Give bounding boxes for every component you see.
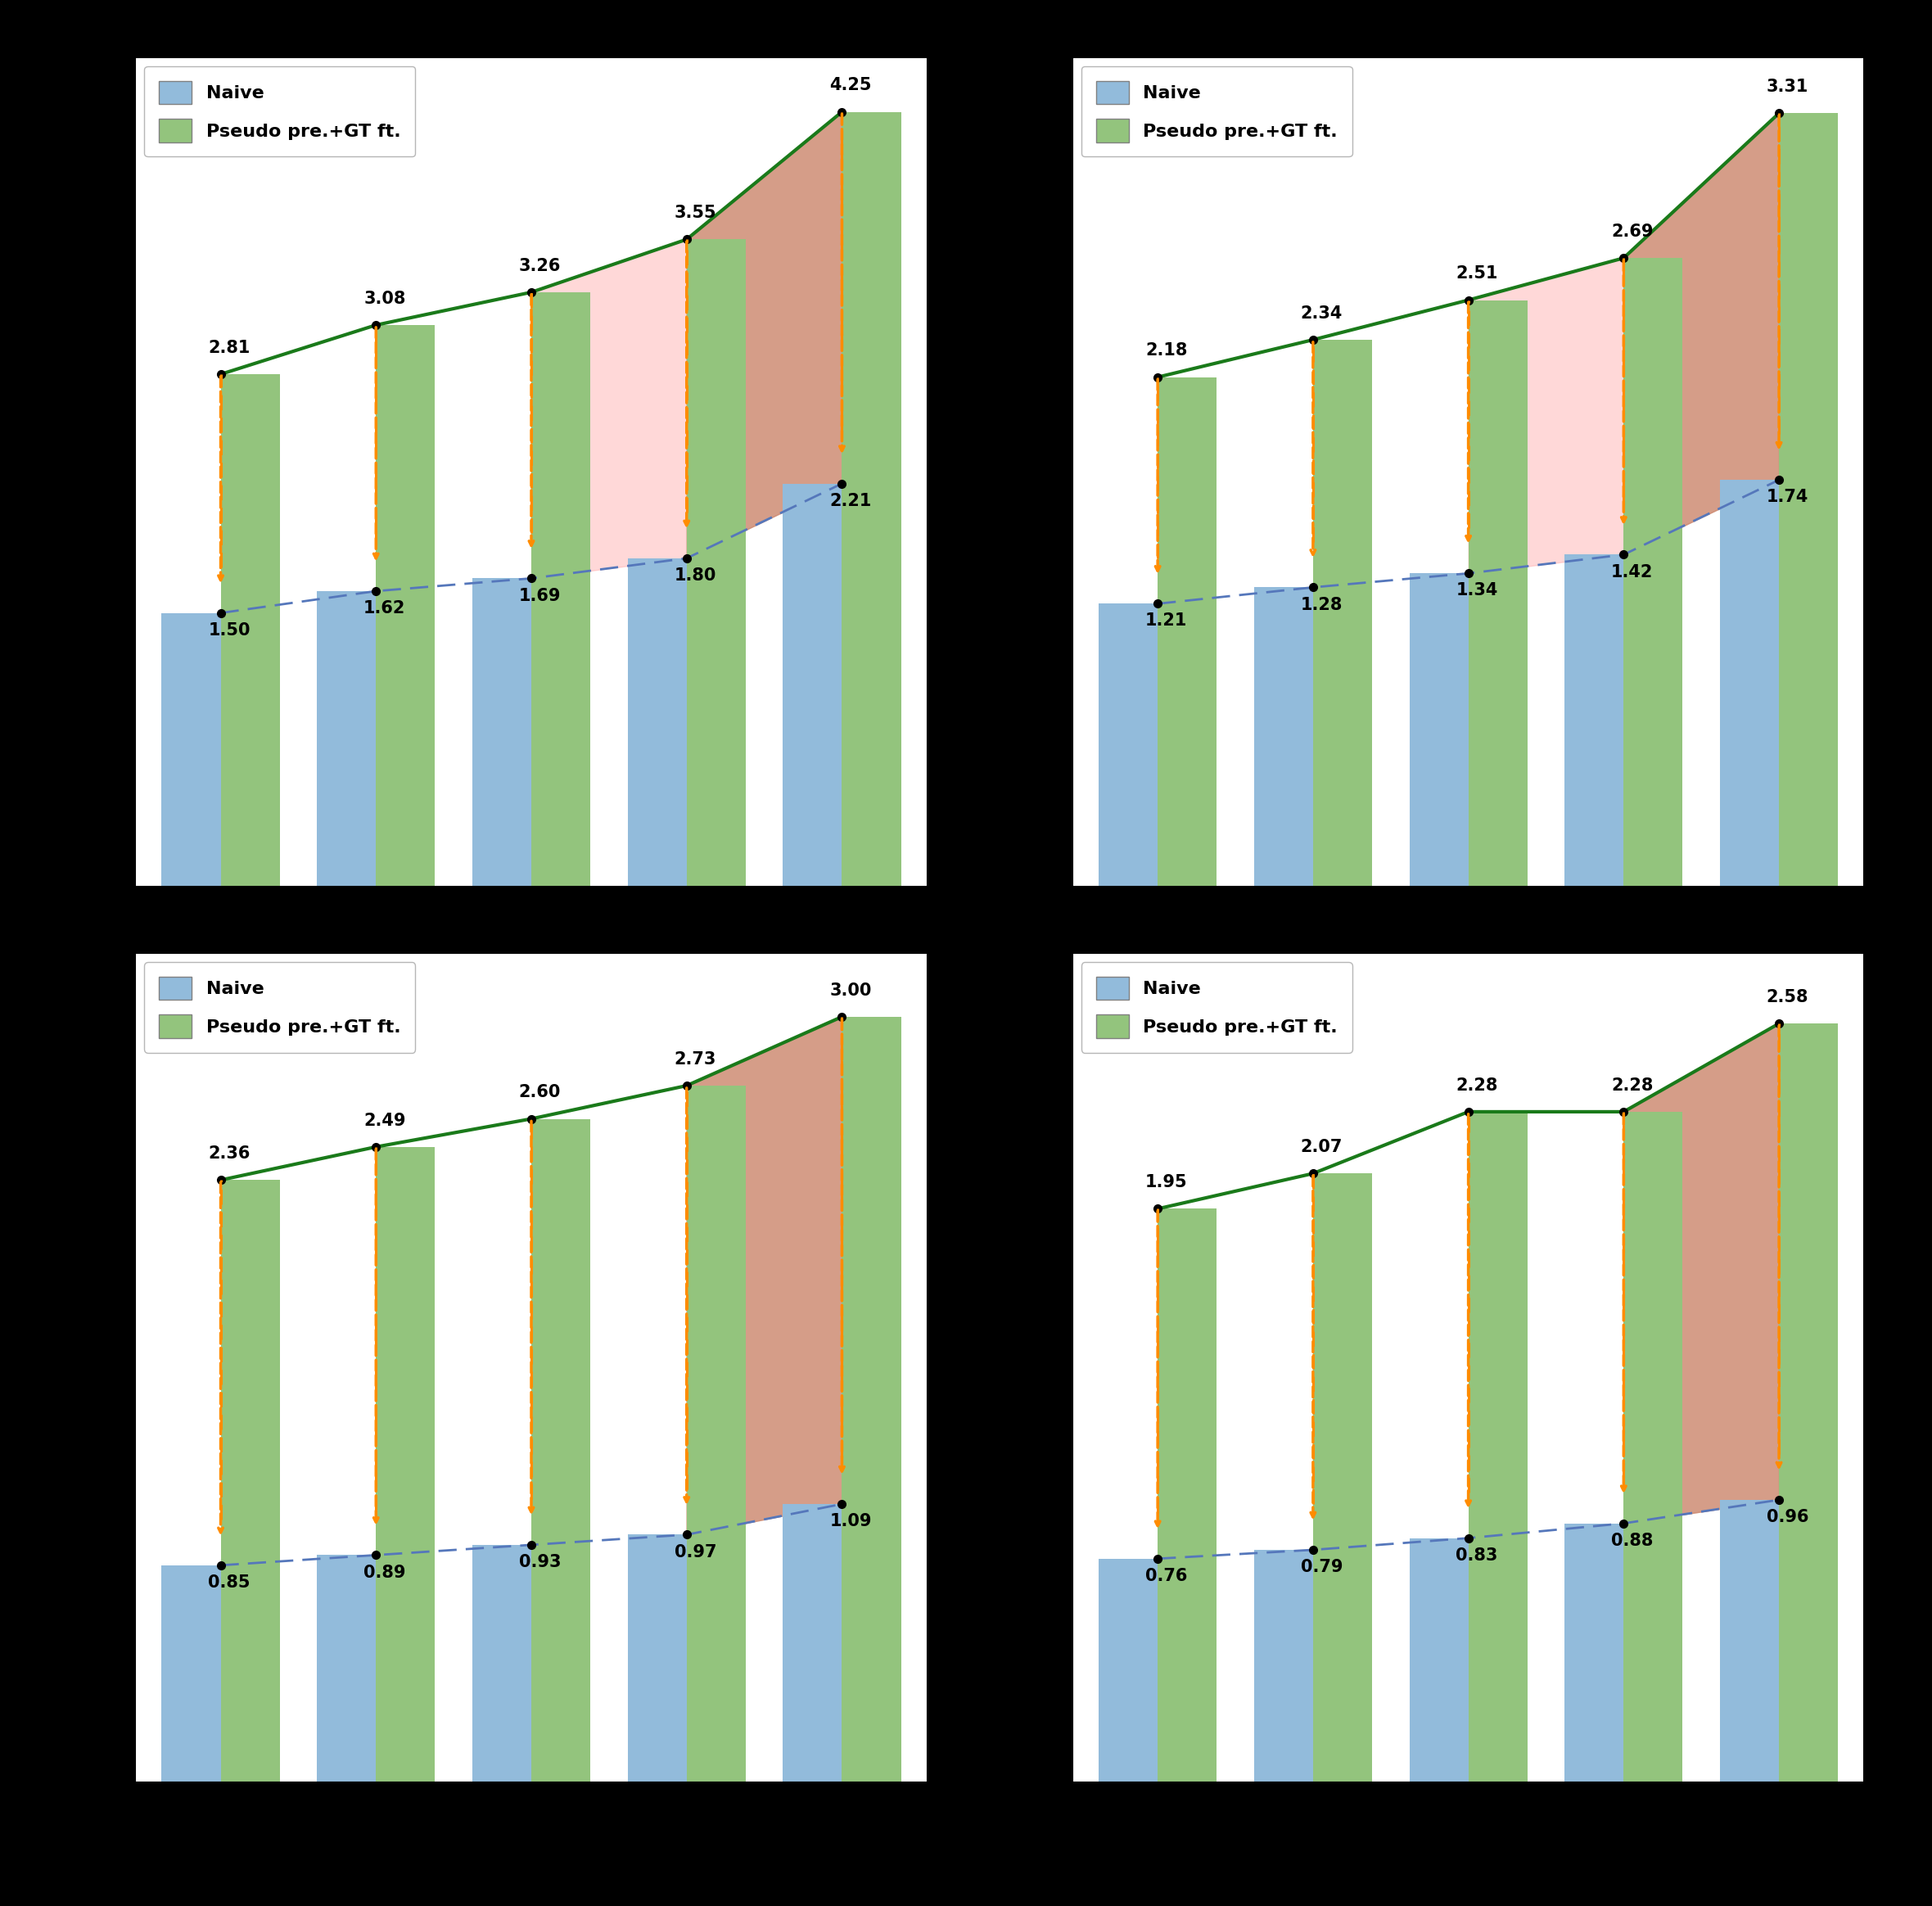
Text: 1.42: 1.42 xyxy=(1611,564,1654,579)
Bar xyxy=(1408,1538,1468,1782)
Bar xyxy=(1565,555,1623,886)
Bar xyxy=(377,1147,435,1782)
Bar xyxy=(220,374,280,886)
Text: 2.73: 2.73 xyxy=(674,1050,717,1067)
Bar xyxy=(628,1534,686,1782)
Legend: Naive, Pseudo pre.+GT ft.: Naive, Pseudo pre.+GT ft. xyxy=(1082,963,1352,1052)
Text: 1.95: 1.95 xyxy=(1146,1174,1188,1191)
Text: 1.50: 1.50 xyxy=(209,621,251,639)
Text: 2.69: 2.69 xyxy=(1611,223,1654,240)
X-axis label: Degree of noise: Degree of noise xyxy=(450,917,612,932)
Bar xyxy=(531,292,591,886)
X-axis label: Degree of noise: Degree of noise xyxy=(1387,917,1549,932)
Text: 2.07: 2.07 xyxy=(1300,1140,1343,1155)
Bar xyxy=(1314,1174,1372,1782)
Text: 0.83: 0.83 xyxy=(1457,1548,1497,1563)
Bar xyxy=(1565,1523,1623,1782)
Bar xyxy=(1623,1111,1683,1782)
Bar xyxy=(471,578,531,886)
Text: 0.96: 0.96 xyxy=(1766,1510,1808,1525)
X-axis label: Degree of noise: Degree of noise xyxy=(450,1813,612,1828)
Text: 2.81: 2.81 xyxy=(209,339,251,356)
Text: 0.76: 0.76 xyxy=(1146,1569,1188,1584)
Text: 2.49: 2.49 xyxy=(363,1113,406,1128)
Text: 3.00: 3.00 xyxy=(829,982,871,999)
Text: 2.60: 2.60 xyxy=(520,1085,560,1100)
Text: 1.28: 1.28 xyxy=(1300,597,1343,614)
Text: 2.36: 2.36 xyxy=(209,1146,251,1163)
Text: 0.79: 0.79 xyxy=(1300,1559,1343,1576)
Legend: Naive, Pseudo pre.+GT ft.: Naive, Pseudo pre.+GT ft. xyxy=(145,963,415,1052)
Bar xyxy=(686,240,746,886)
Legend: Naive, Pseudo pre.+GT ft.: Naive, Pseudo pre.+GT ft. xyxy=(1082,67,1352,156)
Bar xyxy=(162,614,220,886)
Y-axis label: Pred. difference: Pred. difference xyxy=(1012,1285,1030,1450)
Bar xyxy=(628,558,686,886)
Bar xyxy=(1254,587,1314,886)
Bar xyxy=(1157,377,1217,886)
Bar xyxy=(1157,1208,1217,1782)
Bar xyxy=(1468,299,1528,886)
Bar xyxy=(1314,339,1372,886)
Text: 3.31: 3.31 xyxy=(1766,78,1808,95)
Text: 4.25: 4.25 xyxy=(829,78,871,93)
Bar xyxy=(1099,1559,1157,1782)
Bar xyxy=(1719,1500,1779,1782)
Bar xyxy=(1779,112,1837,886)
Text: 3.26: 3.26 xyxy=(520,257,560,274)
Text: 2.34: 2.34 xyxy=(1300,305,1343,322)
Text: 2.28: 2.28 xyxy=(1457,1077,1497,1094)
Text: 0.85: 0.85 xyxy=(209,1574,251,1592)
Y-axis label: Pred. difference: Pred. difference xyxy=(75,1285,93,1450)
Bar xyxy=(1254,1550,1314,1782)
Text: 1.34: 1.34 xyxy=(1457,583,1497,598)
Text: 1.09: 1.09 xyxy=(829,1513,871,1529)
Text: 0.97: 0.97 xyxy=(674,1544,717,1561)
Text: 0.89: 0.89 xyxy=(363,1565,406,1580)
Bar xyxy=(1099,604,1157,886)
Bar xyxy=(686,1086,746,1782)
Y-axis label: Pred. difference: Pred. difference xyxy=(75,389,93,555)
Bar xyxy=(1779,1024,1837,1782)
Bar xyxy=(531,1119,591,1782)
Text: 0.93: 0.93 xyxy=(520,1553,560,1571)
Bar xyxy=(842,1016,900,1782)
Bar xyxy=(1468,1111,1528,1782)
Text: 2.28: 2.28 xyxy=(1611,1077,1654,1094)
Bar xyxy=(471,1546,531,1782)
Bar xyxy=(377,326,435,886)
Text: 2.51: 2.51 xyxy=(1457,265,1497,282)
Text: 3.55: 3.55 xyxy=(674,204,717,221)
Y-axis label: Pred. difference: Pred. difference xyxy=(1012,389,1030,555)
Bar xyxy=(317,591,377,886)
Text: 1.69: 1.69 xyxy=(520,587,560,604)
Text: 2.21: 2.21 xyxy=(829,492,871,509)
Legend: Naive, Pseudo pre.+GT ft.: Naive, Pseudo pre.+GT ft. xyxy=(145,67,415,156)
Bar xyxy=(1623,257,1683,886)
Bar xyxy=(842,112,900,886)
Text: 1.62: 1.62 xyxy=(363,600,406,616)
Bar xyxy=(782,1504,842,1782)
Text: 0.88: 0.88 xyxy=(1611,1532,1654,1550)
Text: 2.58: 2.58 xyxy=(1766,989,1808,1004)
X-axis label: Degree of noise: Degree of noise xyxy=(1387,1813,1549,1828)
Bar xyxy=(162,1565,220,1782)
Bar xyxy=(317,1555,377,1782)
Text: 1.21: 1.21 xyxy=(1146,614,1188,629)
Bar xyxy=(220,1180,280,1782)
Text: 1.74: 1.74 xyxy=(1766,490,1808,505)
Text: 1.80: 1.80 xyxy=(674,568,717,583)
Text: 2.18: 2.18 xyxy=(1146,343,1188,358)
Bar xyxy=(1719,480,1779,886)
Bar xyxy=(1408,574,1468,886)
Bar xyxy=(782,484,842,886)
Text: 3.08: 3.08 xyxy=(363,290,406,307)
